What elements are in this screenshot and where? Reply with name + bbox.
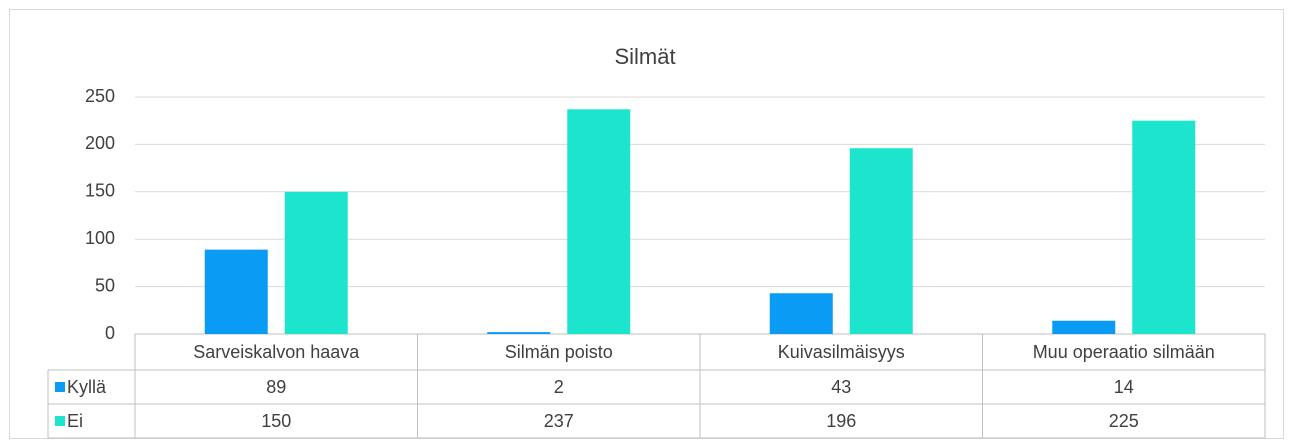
table-value: 14 bbox=[1114, 377, 1134, 397]
table-value: 2 bbox=[554, 377, 564, 397]
table-value: 196 bbox=[826, 411, 856, 431]
chart-border bbox=[9, 9, 1284, 439]
x-tick-label: Silmän poisto bbox=[505, 342, 613, 362]
table-value: 89 bbox=[266, 377, 286, 397]
table-value: 225 bbox=[1109, 411, 1139, 431]
bar bbox=[769, 293, 833, 334]
legend-swatch bbox=[55, 382, 65, 392]
y-tick-label: 250 bbox=[85, 86, 115, 106]
chart-title: Silmät bbox=[614, 44, 675, 69]
table-value: 237 bbox=[544, 411, 574, 431]
x-tick-label: Kuivasilmäisyys bbox=[778, 342, 905, 362]
bar bbox=[1132, 120, 1196, 334]
y-tick-label: 200 bbox=[85, 133, 115, 153]
legend-swatch bbox=[55, 416, 65, 426]
bar bbox=[204, 249, 268, 334]
bar bbox=[284, 191, 348, 334]
table-value: 150 bbox=[261, 411, 291, 431]
x-tick-label: Muu operaatio silmään bbox=[1033, 342, 1215, 362]
y-tick-label: 50 bbox=[95, 275, 115, 295]
x-tick-label: Sarveiskalvon haava bbox=[193, 342, 360, 362]
bar bbox=[567, 109, 631, 334]
y-tick-label: 100 bbox=[85, 228, 115, 248]
bar bbox=[849, 148, 913, 334]
bar bbox=[1052, 320, 1116, 334]
legend-label: Ei bbox=[67, 411, 83, 431]
y-tick-label: 150 bbox=[85, 181, 115, 201]
bar bbox=[487, 332, 551, 334]
legend-label: Kyllä bbox=[67, 377, 107, 397]
table-value: 43 bbox=[831, 377, 851, 397]
y-tick-label: 0 bbox=[105, 323, 115, 343]
